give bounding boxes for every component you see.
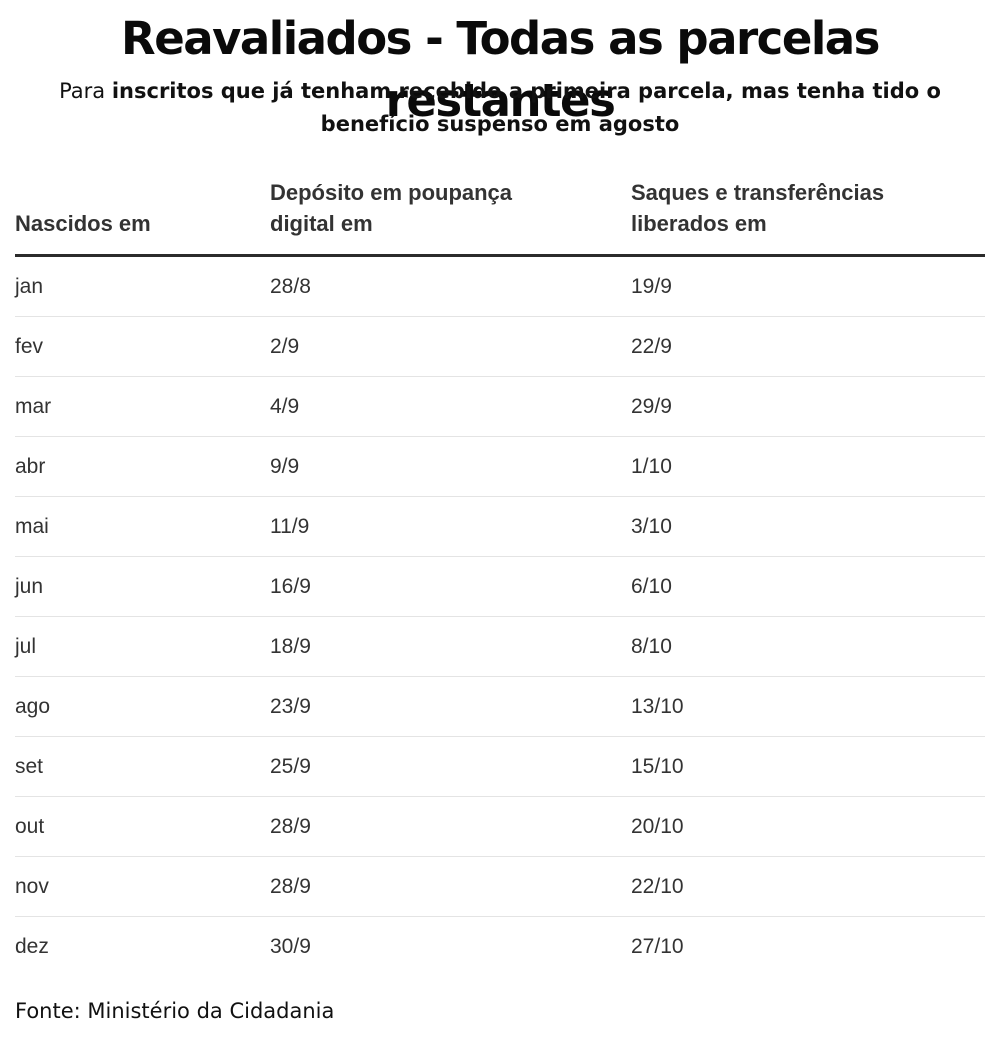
table-row: jan 28/8 19/9 bbox=[15, 257, 985, 317]
table-row: mai 11/9 3/10 bbox=[15, 497, 985, 557]
cell-withdrawal: 1/10 bbox=[631, 455, 672, 478]
cell-month: mai bbox=[15, 515, 49, 538]
cell-withdrawal: 15/10 bbox=[631, 755, 684, 778]
table-row: out 28/9 20/10 bbox=[15, 797, 985, 857]
cell-month: out bbox=[15, 815, 45, 838]
cell-deposit: 30/9 bbox=[270, 935, 311, 958]
cell-deposit: 23/9 bbox=[270, 695, 311, 718]
header-withdrawal-date: Saques e transferências liberados em bbox=[631, 180, 885, 236]
cell-month: set bbox=[15, 755, 44, 778]
cell-deposit: 4/9 bbox=[270, 395, 300, 418]
cell-withdrawal: 19/9 bbox=[631, 275, 672, 298]
table-row: fev 2/9 22/9 bbox=[15, 317, 985, 377]
table-body: jan 28/8 19/9 fev 2/9 22/9 mar 4/9 29/9 … bbox=[15, 257, 985, 976]
cell-deposit: 16/9 bbox=[270, 575, 311, 598]
table-row: jul 18/9 8/10 bbox=[15, 617, 985, 677]
cell-withdrawal: 8/10 bbox=[631, 635, 672, 658]
table-row: set 25/9 15/10 bbox=[15, 737, 985, 797]
subtitle-prefix: Para bbox=[59, 79, 112, 103]
cell-month: mar bbox=[15, 395, 52, 418]
cell-withdrawal: 20/10 bbox=[631, 815, 684, 838]
table-header: Nascidos em Depósito em poupança digital… bbox=[15, 170, 985, 257]
table-row: ago 23/9 13/10 bbox=[15, 677, 985, 737]
cell-month: fev bbox=[15, 335, 44, 358]
cell-month: nov bbox=[15, 875, 49, 898]
cell-withdrawal: 29/9 bbox=[631, 395, 672, 418]
table-row: nov 28/9 22/10 bbox=[15, 857, 985, 917]
cell-deposit: 9/9 bbox=[270, 455, 300, 478]
header-born-in: Nascidos em bbox=[15, 211, 151, 236]
cell-month: jan bbox=[15, 275, 44, 298]
table-row: dez 30/9 27/10 bbox=[15, 917, 985, 976]
cell-withdrawal: 27/10 bbox=[631, 935, 684, 958]
cell-month: jul bbox=[15, 635, 37, 658]
cell-withdrawal: 3/10 bbox=[631, 515, 672, 538]
cell-month: abr bbox=[15, 455, 46, 478]
table-row: mar 4/9 29/9 bbox=[15, 377, 985, 437]
schedule-table: Nascidos em Depósito em poupança digital… bbox=[15, 170, 985, 976]
table-row: abr 9/9 1/10 bbox=[15, 437, 985, 497]
cell-withdrawal: 22/10 bbox=[631, 875, 684, 898]
cell-month: jun bbox=[15, 575, 44, 598]
cell-deposit: 28/9 bbox=[270, 875, 311, 898]
cell-withdrawal: 13/10 bbox=[631, 695, 684, 718]
cell-withdrawal: 22/9 bbox=[631, 335, 672, 358]
cell-deposit: 28/8 bbox=[270, 275, 311, 298]
cell-deposit: 11/9 bbox=[270, 515, 310, 538]
page-subtitle: Para inscritos que já tenham recebido a … bbox=[40, 75, 960, 141]
subtitle-bold-text: inscritos que já tenham recebido a prime… bbox=[111, 79, 941, 136]
cell-deposit: 25/9 bbox=[270, 755, 311, 778]
cell-deposit: 28/9 bbox=[270, 815, 311, 838]
page-title: Reavaliados - Todas as parcelas restante… bbox=[121, 12, 880, 127]
cell-deposit: 2/9 bbox=[270, 335, 300, 358]
cell-withdrawal: 6/10 bbox=[631, 575, 672, 598]
table-row: jun 16/9 6/10 bbox=[15, 557, 985, 617]
cell-month: ago bbox=[15, 695, 51, 718]
source-note: Fonte: Ministério da Cidadania bbox=[15, 999, 335, 1023]
cell-month: dez bbox=[15, 935, 49, 958]
header-deposit-date: Depósito em poupança digital em bbox=[270, 180, 513, 236]
cell-deposit: 18/9 bbox=[270, 635, 311, 658]
